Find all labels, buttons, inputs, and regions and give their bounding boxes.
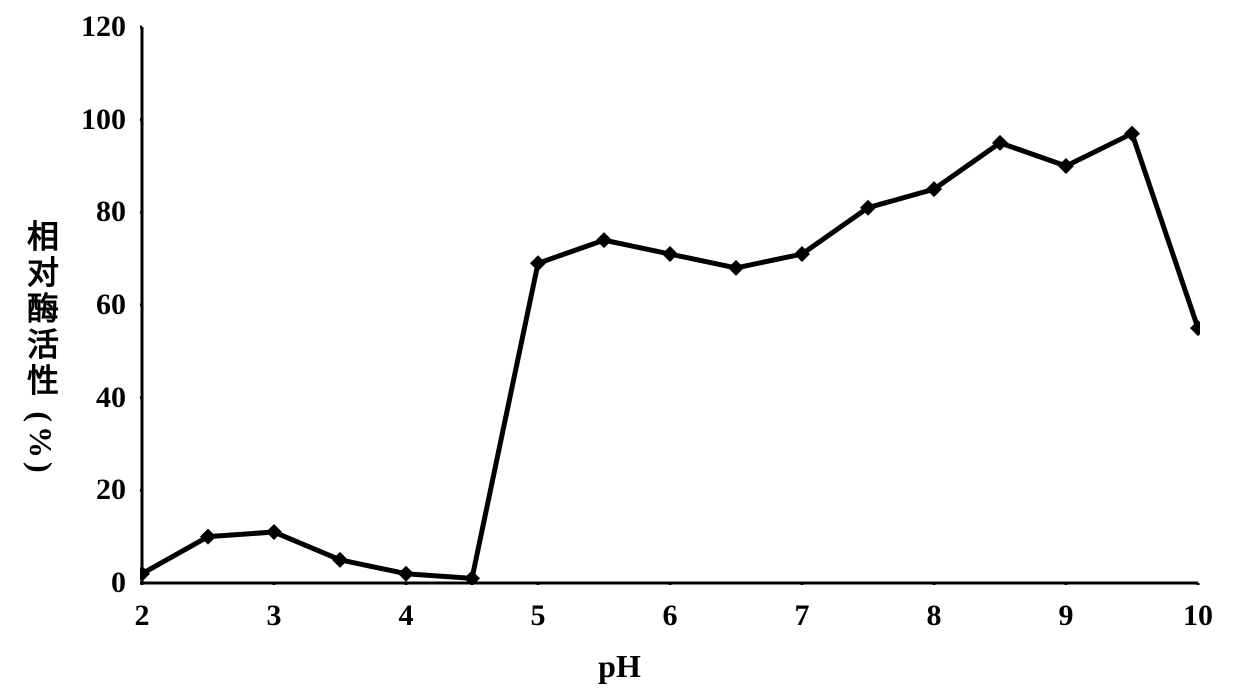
data-marker <box>1124 126 1140 142</box>
x-tick-label: 5 <box>531 599 546 633</box>
plot-area: 0204060801001202345678910 <box>140 25 1200 585</box>
x-tick-label: 2 <box>135 599 150 633</box>
chart-container: 相对酶活性 (%) pH 0204060801001202345678910 <box>0 0 1239 695</box>
x-tick-label: 4 <box>399 599 414 633</box>
y-tick-label: 20 <box>96 473 126 507</box>
x-axis-label: pH <box>598 648 641 685</box>
plot-svg <box>140 25 1200 585</box>
series-line <box>142 134 1198 579</box>
data-marker <box>530 255 546 271</box>
data-marker <box>662 246 678 262</box>
data-marker <box>1058 158 1074 174</box>
y-tick-label: 100 <box>81 103 126 137</box>
data-marker <box>266 524 282 540</box>
y-tick-label: 80 <box>96 195 126 229</box>
x-tick-label: 9 <box>1059 599 1074 633</box>
y-tick-label: 0 <box>111 566 126 600</box>
x-tick-label: 8 <box>927 599 942 633</box>
data-marker <box>728 260 744 276</box>
y-tick-label: 120 <box>81 10 126 44</box>
y-tick-label: 40 <box>96 381 126 415</box>
x-tick-label: 10 <box>1183 599 1213 633</box>
data-marker <box>596 232 612 248</box>
data-marker <box>398 566 414 582</box>
y-tick-label: 60 <box>96 288 126 322</box>
x-tick-label: 6 <box>663 599 678 633</box>
axes <box>142 27 1198 583</box>
x-tick-label: 7 <box>795 599 810 633</box>
x-tick-label: 3 <box>267 599 282 633</box>
y-axis-label: 相对酶活性 (%) <box>18 219 64 476</box>
data-marker <box>332 552 348 568</box>
